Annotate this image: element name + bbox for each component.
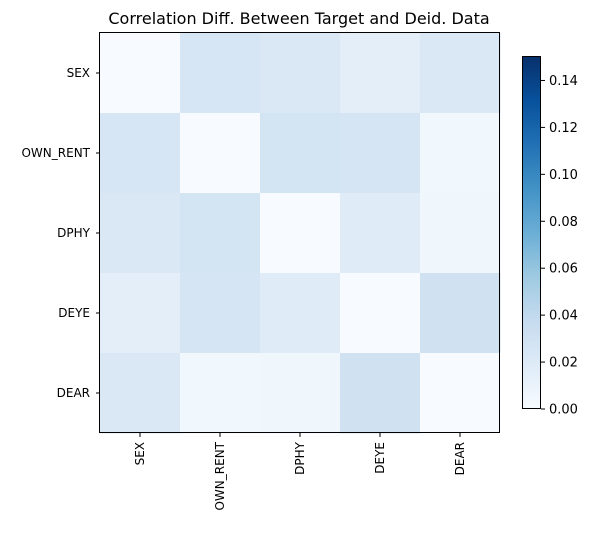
x-tick-label: DEYE <box>373 442 387 474</box>
colorbar-tick-label: 0.00 <box>549 403 578 418</box>
y-tick-label: OWN_RENT <box>21 146 90 160</box>
y-tick-label: DEYE <box>58 306 90 320</box>
colorbar-tick-label: 0.06 <box>549 262 578 277</box>
heatmap-cell <box>260 353 341 434</box>
heatmap-cell <box>180 33 261 114</box>
heatmap-cell <box>340 353 421 434</box>
x-tick-label: DPHY <box>293 441 307 475</box>
heatmap-cell <box>420 353 501 434</box>
heatmap-cell <box>100 193 181 274</box>
heatmap-cell <box>260 113 341 194</box>
colorbar-tick-label: 0.08 <box>549 215 578 230</box>
heatmap-cell <box>260 273 341 354</box>
heatmap-cell <box>340 273 421 354</box>
y-tick-label: DEAR <box>57 386 90 400</box>
heatmap-cell <box>420 273 501 354</box>
heatmap-cell <box>260 193 341 274</box>
heatmap-cell <box>100 353 181 434</box>
y-tick-label: DPHY <box>57 226 91 240</box>
colorbar-tick-label: 0.04 <box>549 309 578 324</box>
heatmap-cell <box>100 33 181 114</box>
x-tick-label: SEX <box>133 442 147 465</box>
heatmap-cells <box>100 33 501 434</box>
heatmap-cell <box>180 113 261 194</box>
heatmap-cell <box>260 33 341 114</box>
heatmap-cell <box>420 113 501 194</box>
chart-title: Correlation Diff. Between Target and Dei… <box>108 9 489 28</box>
heatmap-cell <box>180 273 261 354</box>
colorbar-tick-label: 0.02 <box>549 356 578 371</box>
colorbar-tick-label: 0.14 <box>549 74 578 89</box>
colorbar <box>522 56 541 409</box>
colorbar-tick-label: 0.12 <box>549 121 578 136</box>
y-tick-label: SEX <box>67 66 90 80</box>
colorbar-tick-label: 0.10 <box>549 168 578 183</box>
heatmap-cell <box>100 273 181 354</box>
x-tick-label: OWN_RENT <box>213 441 227 510</box>
heatmap-cell <box>420 193 501 274</box>
heatmap-cell <box>420 33 501 114</box>
x-tick-label: DEAR <box>453 442 467 475</box>
heatmap-cell <box>100 113 181 194</box>
heatmap-cell <box>340 33 421 114</box>
heatmap-cell <box>180 353 261 434</box>
heatmap-cell <box>180 193 261 274</box>
heatmap-cell <box>340 113 421 194</box>
y-axis: SEX OWN_RENT DPHY DEYE DEAR <box>21 66 100 400</box>
x-axis: SEX OWN_RENT DPHY DEYE DEAR <box>133 433 467 511</box>
plot-frame <box>99 32 500 433</box>
heatmap-cell <box>340 193 421 274</box>
colorbar-axis: 0.00 0.02 0.04 0.06 0.08 0.10 0.12 0.14 <box>541 74 578 418</box>
